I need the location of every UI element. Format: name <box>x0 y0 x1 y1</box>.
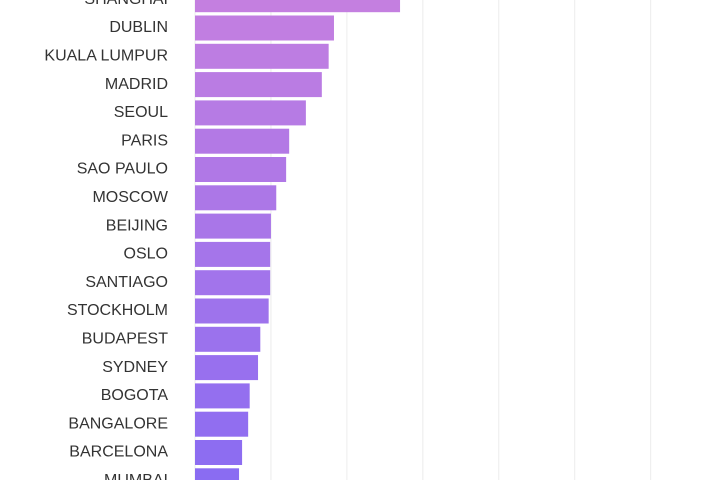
bar <box>195 355 259 381</box>
bar <box>195 100 306 126</box>
y-tick-label: BEIJING <box>106 217 168 234</box>
bar <box>195 326 261 352</box>
bar <box>195 241 271 267</box>
bar <box>195 43 329 69</box>
bar <box>195 468 240 480</box>
y-tick-label: KUALA LUMPUR <box>44 48 168 65</box>
y-tick-label: PARIS <box>121 132 168 149</box>
bar <box>195 0 401 13</box>
bar <box>195 72 322 98</box>
bar <box>195 270 271 296</box>
bar <box>195 157 287 182</box>
bar <box>195 440 243 465</box>
y-tick-label: BOGOTA <box>101 387 169 404</box>
bar <box>195 128 290 154</box>
y-tick-label: SAO PAULO <box>77 161 168 178</box>
y-tick-label: SEOUL <box>114 104 168 121</box>
bar <box>195 298 269 324</box>
y-tick-label: OSLO <box>124 246 168 263</box>
bar <box>195 411 249 437</box>
bar <box>195 213 271 239</box>
y-tick-label: SYDNEY <box>102 359 168 376</box>
y-tick-label: MADRID <box>105 76 168 93</box>
y-tick-label: BUDAPEST <box>82 331 168 348</box>
y-tick-label: BANGALORE <box>68 415 168 432</box>
y-tick-label: BARCELONA <box>69 444 168 461</box>
y-tick-label: MUMBAI <box>104 472 168 480</box>
y-tick-label: SANTIAGO <box>85 274 168 291</box>
y-tick-label: SHANGHAI <box>84 0 168 8</box>
bar <box>195 185 277 211</box>
y-tick-label: STOCKHOLM <box>67 302 168 319</box>
y-tick-label: MOSCOW <box>92 189 168 206</box>
bar <box>195 15 334 41</box>
y-tick-label: DUBLIN <box>109 19 168 36</box>
bar <box>195 383 250 409</box>
